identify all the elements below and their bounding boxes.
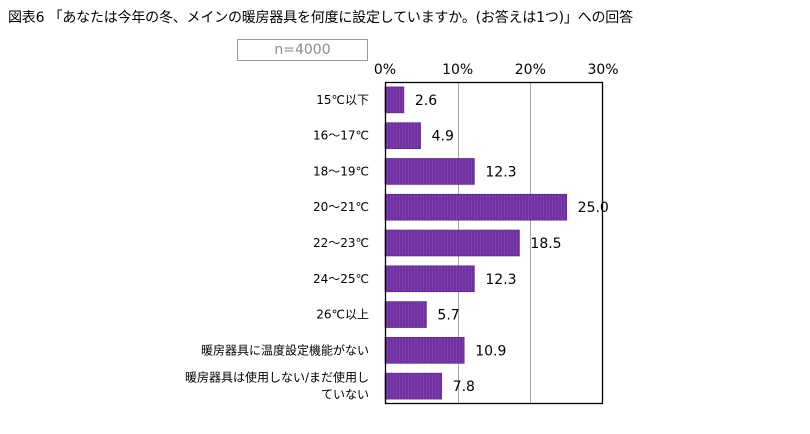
category-label: 暖房器具は使用しない/まだ使用し (185, 370, 369, 385)
value-label: 4.9 (432, 129, 454, 145)
bar (384, 301, 427, 328)
bar-layer (384, 86, 567, 400)
bar (384, 229, 520, 257)
category-label: 15℃以下 (316, 93, 369, 107)
bar (384, 158, 475, 185)
tick-label: 30% (587, 62, 618, 78)
category-label: 26℃以上 (316, 308, 369, 322)
frame-layer (384, 81, 604, 405)
value-label: 5.7 (437, 308, 459, 324)
sample-size-box: n=4000 (237, 39, 368, 61)
plot-frame (384, 81, 604, 405)
category-label: 20～21℃ (313, 200, 369, 214)
value-label: 10.9 (475, 343, 506, 359)
tick-label: 0% (374, 62, 396, 78)
bar (384, 372, 442, 400)
bar (384, 337, 465, 364)
value-label: 18.5 (530, 236, 561, 252)
value-label: 12.3 (485, 164, 516, 180)
tick-label: 10% (442, 62, 473, 78)
bar (384, 265, 475, 293)
value-label: 7.8 (453, 379, 475, 395)
value-label: 2.6 (415, 93, 437, 109)
category-label: 暖房器具に温度設定機能がない (201, 342, 369, 357)
bar (384, 193, 567, 221)
category-label: ていない (321, 388, 369, 402)
category-label: 18～19℃ (313, 164, 369, 178)
value-label: 25.0 (578, 200, 609, 216)
text-layer: 2.6 15℃以下 4.9 16～17℃ 12.3 18～19℃ 25.0 20～21℃ 18.… (185, 62, 619, 402)
tick-label: 20% (515, 62, 546, 78)
bar (384, 122, 421, 149)
bar (384, 86, 405, 114)
category-label: 22～23℃ (313, 236, 369, 250)
chart-title: 図表6 「あなたは今年の冬、メインの暖房器具を何度に設定していますか。(お答えは… (8, 10, 633, 26)
category-label: 24～25℃ (313, 272, 369, 286)
value-label: 12.3 (485, 272, 516, 288)
category-label: 16～17℃ (313, 129, 369, 143)
